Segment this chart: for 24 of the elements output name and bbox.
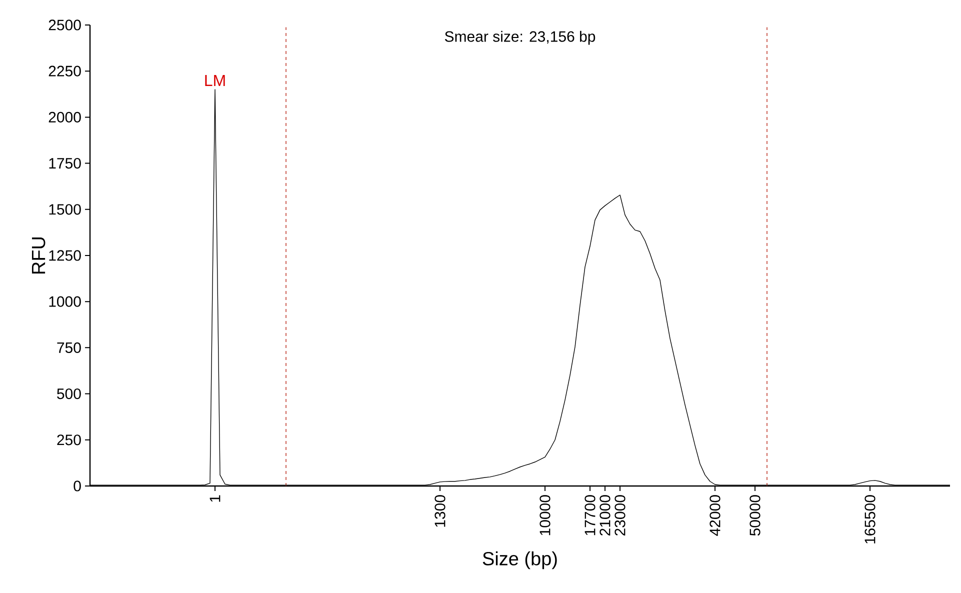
x-tick-label: 23000 bbox=[614, 495, 626, 536]
x-tick-label: 1300 bbox=[434, 495, 446, 527]
y-axis-title: RFU bbox=[32, 237, 46, 274]
x-tick-label: 10000 bbox=[540, 495, 550, 536]
y-tick-label: 2250 bbox=[48, 66, 81, 76]
annotation: LM bbox=[205, 74, 225, 86]
x-tick-label: 1 bbox=[210, 495, 220, 502]
y-tick-label: 2500 bbox=[48, 20, 81, 30]
y-tick-label: 2000 bbox=[48, 112, 81, 122]
x-axis-title: Size (bp) bbox=[482, 551, 557, 570]
y-tick-label: 0 bbox=[74, 480, 81, 492]
x-tick-label: 50000 bbox=[750, 495, 760, 536]
x-tick-label: 17700 bbox=[584, 495, 596, 536]
x-tick-label: 165500 bbox=[864, 495, 876, 544]
y-tick-label: 1250 bbox=[49, 250, 81, 261]
y-tick-label: 250 bbox=[57, 434, 81, 446]
annotation: Smear size: 23,156 bp bbox=[444, 30, 596, 45]
y-tick-label: 1000 bbox=[49, 296, 81, 307]
y-tick-label: 1750 bbox=[49, 158, 81, 169]
x-tick-label: 21000 bbox=[600, 495, 610, 536]
y-tick-label: 750 bbox=[57, 342, 81, 353]
y-tick-label: 1500 bbox=[49, 204, 81, 215]
x-tick-label: 42000 bbox=[710, 495, 720, 536]
y-tick-label: 500 bbox=[57, 388, 81, 400]
